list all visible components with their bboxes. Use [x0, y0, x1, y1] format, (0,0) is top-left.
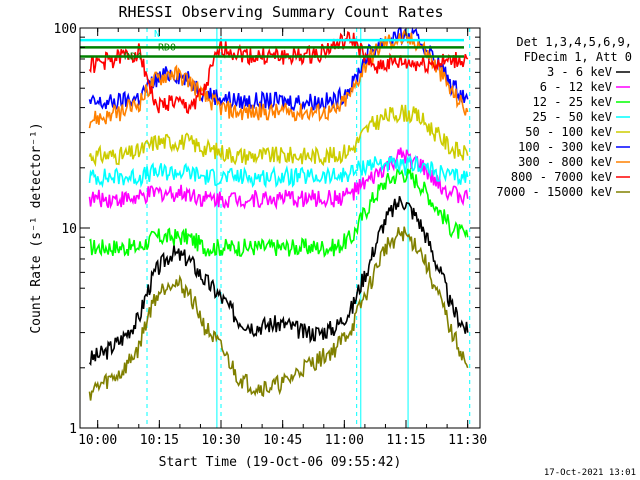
- x-tick-label: 11:30: [448, 433, 487, 448]
- legend-label: 100 - 300 keV: [518, 140, 612, 154]
- flag-label-rd4: RD4: [124, 52, 142, 63]
- series-line-800-7000keV: [88, 31, 469, 115]
- x-tick-label: 10:45: [263, 433, 302, 448]
- y-tick-label: 100: [54, 22, 77, 37]
- legend-title-line-2: FDecim 1, Att 0: [524, 50, 632, 64]
- y-tick-label: 10: [61, 222, 77, 237]
- x-tick-label: 11:15: [386, 433, 425, 448]
- x-tick-label: 11:00: [325, 433, 364, 448]
- axes: 10:00 10:15 10:30 10:45 11:00 11:15 11:30 1 10 10…: [54, 22, 488, 448]
- x-axis-label: Start Time (19-Oct-06 09:55:42): [159, 455, 402, 470]
- x-tick-label: 10:15: [140, 433, 179, 448]
- legend: Det 1,3,4,5,6,9, FDecim 1, Att 0 3 - 6 k…: [496, 35, 632, 199]
- legend-label: 800 - 7000 keV: [511, 170, 612, 184]
- legend-title-line-1: Det 1,3,4,5,6,9,: [516, 35, 632, 49]
- flag-label-n: N: [154, 29, 160, 40]
- legend-label: 12 - 25 keV: [533, 95, 612, 109]
- series-line-300-800keV: [88, 29, 469, 129]
- series-line-12-25keV: [89, 167, 469, 258]
- legend-label: 6 - 12 keV: [540, 80, 612, 94]
- series-line-7000-15000keV: [88, 226, 469, 401]
- series-line-3-6keV: [88, 195, 469, 367]
- series-line-6-12keV: [88, 147, 469, 211]
- legend-label: 25 - 50 keV: [533, 110, 612, 124]
- x-tick-label: 10:30: [201, 433, 240, 448]
- flag-lines: N RD0 RD4: [80, 29, 464, 63]
- legend-label: 7000 - 15000 keV: [496, 185, 612, 199]
- footer-date: 17-Oct-2021 13:01: [544, 468, 636, 478]
- time-markers: [79, 28, 471, 428]
- y-axis-label: Count Rate (s⁻¹ detector⁻¹): [29, 122, 44, 333]
- legend-label: 50 - 100 keV: [525, 125, 612, 139]
- chart-title: RHESSI Observing Summary Count Rates: [118, 3, 443, 21]
- series-line-25-50keV: [88, 154, 469, 189]
- series-line-50-100keV: [88, 104, 469, 168]
- legend-label: 300 - 800 keV: [518, 155, 612, 169]
- series-layer: [88, 27, 469, 401]
- flag-label-rd0: RD0: [158, 42, 176, 53]
- x-tick-label: 10:00: [78, 433, 117, 448]
- legend-label: 3 - 6 keV: [547, 65, 612, 79]
- y-tick-label: 1: [69, 422, 77, 437]
